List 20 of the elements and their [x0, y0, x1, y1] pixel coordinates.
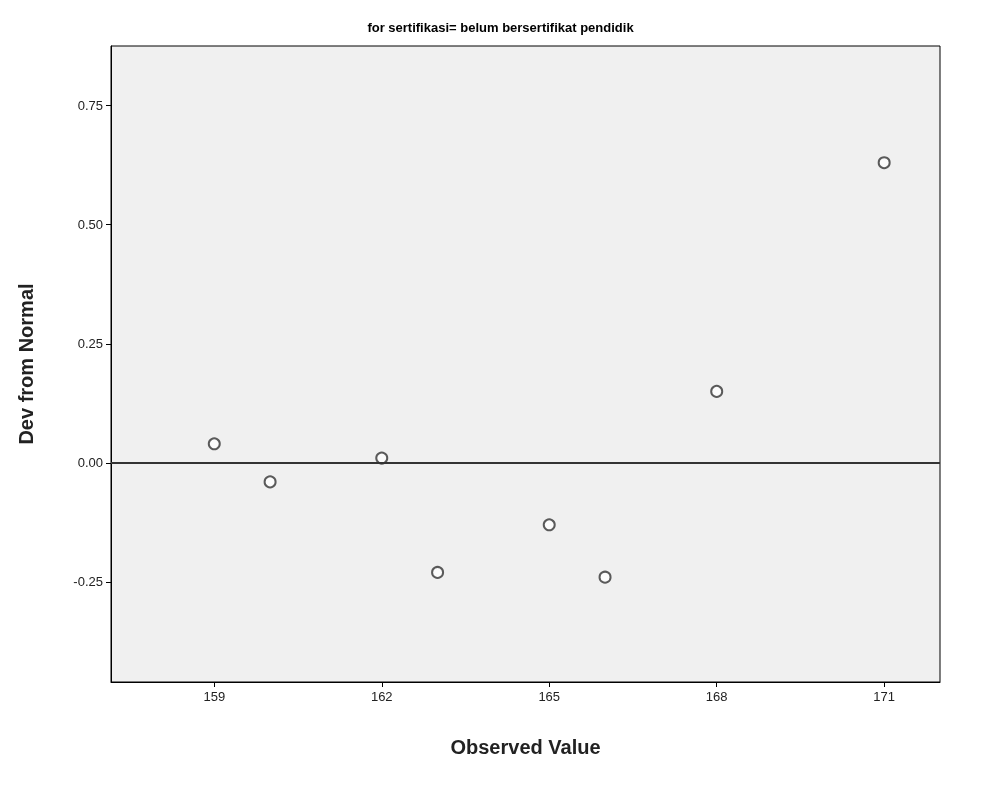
point — [542, 518, 556, 532]
point — [877, 156, 891, 170]
y-axis-title: Dev from Normal — [15, 283, 37, 445]
y-tick-label: -0.25 — [73, 574, 103, 590]
point — [263, 475, 277, 489]
x-tick-label: 162 — [370, 689, 393, 704]
y-tick-label: 0.50 — [77, 217, 103, 233]
x-tick-label: 168 — [705, 689, 728, 704]
x-tick-label: 165 — [538, 689, 561, 704]
y-tick-label: 0.75 — [77, 98, 103, 114]
chart-title: for sertifikasi= belum bersertifikat pendidik — [367, 20, 635, 35]
x-axis-title: Observed Value — [450, 736, 601, 758]
point — [207, 437, 221, 451]
point — [431, 565, 445, 579]
y-tick-label: 0.25 — [77, 336, 103, 352]
x-tick-label: 159 — [203, 689, 226, 704]
point — [710, 384, 724, 398]
x-tick-label: 171 — [873, 689, 896, 704]
point — [598, 570, 612, 584]
y-tick-label: 0.00 — [77, 455, 103, 471]
